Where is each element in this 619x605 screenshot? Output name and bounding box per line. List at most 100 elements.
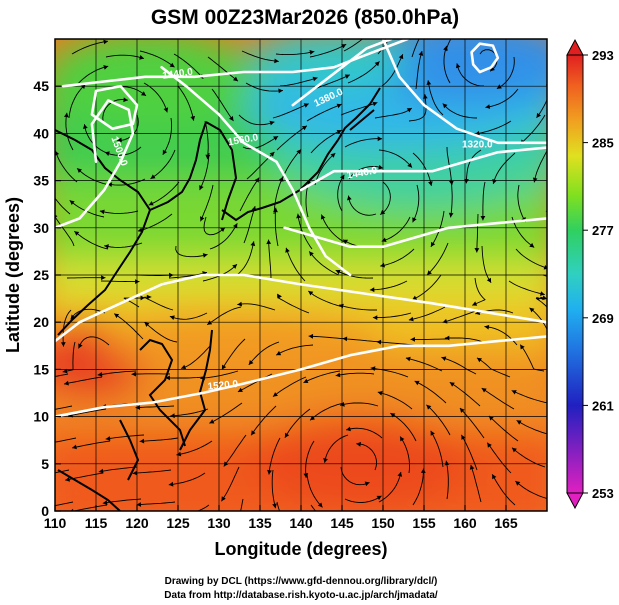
streamline-arrow xyxy=(150,174,156,179)
streamline xyxy=(143,82,168,113)
streamline xyxy=(339,402,379,407)
streamline-arrow xyxy=(378,164,384,170)
streamline xyxy=(378,149,413,168)
streamline-arrow xyxy=(414,380,420,386)
streamline xyxy=(97,370,137,376)
x-axis-label: Longitude (degrees) xyxy=(214,539,387,559)
y-tick-label: 45 xyxy=(33,78,49,94)
streamline-arrow xyxy=(31,474,36,479)
streamline-arrow xyxy=(272,503,277,509)
streamline xyxy=(276,501,281,511)
streamline xyxy=(442,309,480,323)
streamline-arrow xyxy=(148,201,154,206)
streamline xyxy=(412,152,432,186)
streamline xyxy=(144,321,178,343)
streamline xyxy=(338,304,377,311)
streamline xyxy=(488,415,519,442)
x-tick-label: 140 xyxy=(289,515,313,531)
streamline-arrow xyxy=(364,481,370,487)
streamline-arrow xyxy=(169,62,175,68)
streamline xyxy=(243,205,256,244)
grid-lines xyxy=(55,39,547,511)
streamline-arrow xyxy=(99,209,105,215)
streamline xyxy=(486,442,512,474)
streamline-arrow xyxy=(356,441,361,447)
streamline xyxy=(381,54,404,87)
streamline-arrow xyxy=(144,322,150,327)
streamline-arrow xyxy=(474,248,480,253)
streamline-arrow xyxy=(276,350,282,356)
streamline-arrow xyxy=(163,107,169,113)
streamline-arrow xyxy=(481,388,487,393)
streamline xyxy=(134,274,174,276)
streamline xyxy=(55,215,75,247)
streamline-arrow xyxy=(78,343,83,349)
streamline-arrow xyxy=(64,380,69,386)
streamline xyxy=(408,306,446,321)
streamline xyxy=(99,210,139,214)
streamline-arrow xyxy=(536,112,541,118)
streamline-arrow xyxy=(400,436,405,442)
streamline xyxy=(102,99,128,122)
streamline xyxy=(104,242,143,248)
streamline-arrow xyxy=(303,103,309,108)
y-tick-label: 15 xyxy=(33,361,49,377)
streamline xyxy=(303,370,341,384)
streamline-arrow xyxy=(490,66,495,72)
streamline xyxy=(444,337,484,343)
streamline xyxy=(65,112,74,151)
colorbar: 253 261 269 277 285 293 xyxy=(566,38,614,510)
streamline xyxy=(426,404,451,436)
streamline-arrow xyxy=(336,103,342,109)
streamline xyxy=(221,338,246,370)
streamline-arrow xyxy=(397,472,403,477)
streamline xyxy=(200,184,214,222)
streamline-arrow xyxy=(449,382,455,387)
streamline-arrow xyxy=(98,468,104,474)
contour-line xyxy=(55,99,135,230)
streamline xyxy=(139,50,175,68)
streamline xyxy=(203,216,226,236)
contour-line xyxy=(61,39,409,88)
y-tick-label: 25 xyxy=(33,267,49,283)
streamline xyxy=(105,54,145,59)
streamline-arrow xyxy=(472,301,478,306)
colorbar-top-arrow xyxy=(566,38,584,56)
streamline-arrow xyxy=(146,294,152,300)
streamline xyxy=(449,381,481,407)
streamline xyxy=(347,61,380,84)
streamline-arrow xyxy=(296,213,301,219)
streamline xyxy=(516,420,547,435)
streamline xyxy=(313,74,350,90)
streamline-arrow xyxy=(103,65,109,70)
streamline xyxy=(399,436,410,474)
streamline xyxy=(74,230,109,250)
streamline-arrow xyxy=(70,314,76,320)
temperature-field xyxy=(55,39,547,511)
streamline xyxy=(68,83,86,119)
streamline-arrow xyxy=(372,101,378,107)
streamline xyxy=(456,63,485,87)
streamline xyxy=(305,440,315,478)
streamline xyxy=(427,80,444,116)
streamline xyxy=(239,177,260,212)
y-axis: 0 5 10 15 20 25 30 35 40 45 xyxy=(33,78,61,519)
y-tick-label: 20 xyxy=(33,314,49,330)
streamline xyxy=(309,402,345,421)
streamline-arrow xyxy=(339,303,344,309)
streamline xyxy=(268,239,272,279)
streamline xyxy=(306,472,323,508)
streamline xyxy=(240,498,244,511)
streamline xyxy=(308,335,348,340)
streamline xyxy=(519,344,545,372)
streamline xyxy=(250,405,277,436)
streamline-arrow xyxy=(340,174,345,180)
streamline-arrow xyxy=(529,242,535,248)
streamline-arrow xyxy=(381,237,387,242)
streamline xyxy=(137,213,173,232)
streamline xyxy=(426,242,449,276)
streamline-arrow xyxy=(485,104,491,109)
streamline-arrow xyxy=(320,214,326,220)
streamline-arrow xyxy=(104,244,109,249)
x-tick-label: 125 xyxy=(166,515,190,531)
